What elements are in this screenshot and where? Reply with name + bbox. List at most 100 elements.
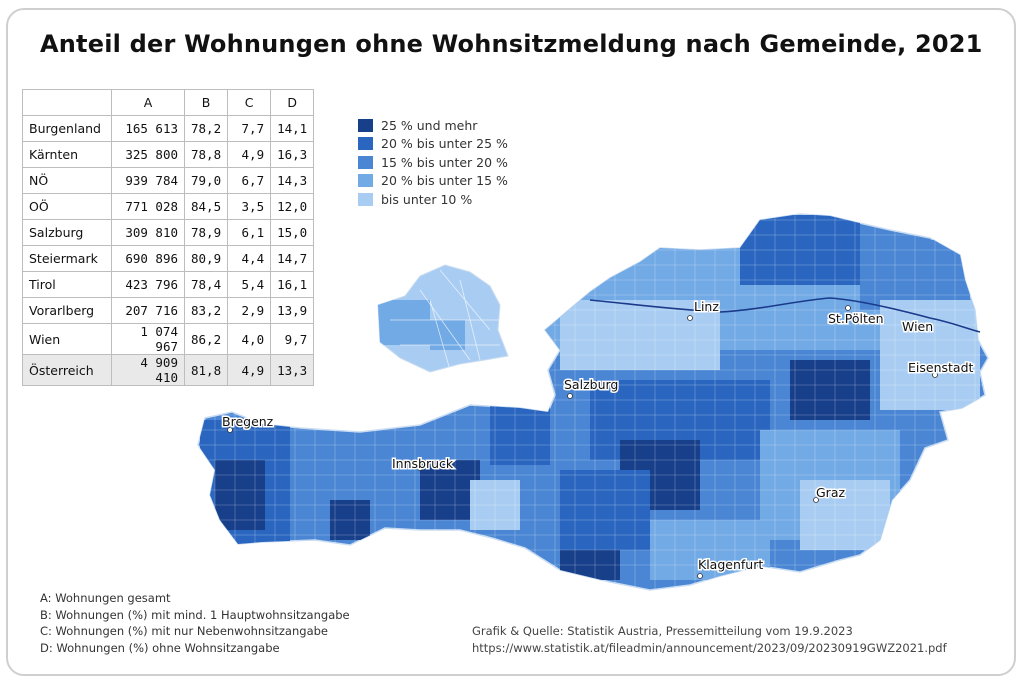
table-row-label: Vorarlberg <box>22 297 112 324</box>
region-patch <box>470 480 520 530</box>
table-cell: 4 909 410 <box>111 354 185 386</box>
legend-swatch <box>358 192 373 206</box>
table-row-label: Salzburg <box>22 219 112 246</box>
city-label-linz: Linz <box>694 299 719 314</box>
legend-swatch <box>358 155 373 169</box>
region-patch <box>290 440 380 500</box>
region-patch <box>860 240 970 310</box>
table-cell: 309 810 <box>111 219 185 246</box>
table-cell: 9,7 <box>270 323 315 355</box>
city-dot <box>845 305 851 311</box>
city-label-salzburg: Salzburg <box>564 377 618 392</box>
legend-label: 15 % bis unter 20 % <box>381 154 508 170</box>
city-dot <box>697 573 703 579</box>
table-cell: 4,9 <box>227 354 272 386</box>
legend-swatch <box>358 137 373 151</box>
region-patch <box>490 405 550 465</box>
note-line: D: Wohnungen (%) ohne Wohnsitzangabe <box>40 640 280 655</box>
table-cell: 14,3 <box>270 167 315 194</box>
city-dot <box>227 427 233 433</box>
city-label-eisenstadt: Eisenstadt <box>908 360 974 375</box>
table-cell: 78,2 <box>183 115 229 142</box>
summary-table: A B C D Burgenland 165 613 78,2 7,7 14,1 Kärn… <box>22 89 315 386</box>
table-cell: 7,7 <box>227 115 272 142</box>
source-url: https://www.statistik.at/fileadmin/annou… <box>472 641 947 655</box>
table-cell: 16,3 <box>270 141 315 168</box>
city-label-klagenfurt: Klagenfurt <box>698 557 763 572</box>
table-cell: 4,9 <box>227 141 272 168</box>
legend-item: 20 % bis unter 25 % <box>358 135 508 154</box>
region-patch <box>560 470 650 550</box>
table-row-label: NÖ <box>22 167 112 194</box>
table-cell: 5,4 <box>227 271 272 298</box>
table-cell: 3,5 <box>227 193 272 220</box>
table-row: Steiermark 690 896 80,9 4,4 14,7 <box>22 245 315 272</box>
legend-item: bis unter 10 % <box>358 190 508 209</box>
table-cell: 771 028 <box>111 193 185 220</box>
vienna-districts <box>378 269 500 371</box>
city-label-bregenz: Bregenz <box>222 414 274 429</box>
legend-item: 20 % bis unter 15 % <box>358 172 508 191</box>
table-cell: 13,9 <box>270 297 315 324</box>
legend-label: 20 % bis unter 15 % <box>381 173 508 189</box>
legend-item: 15 % bis unter 20 % <box>358 153 508 172</box>
city-dot <box>567 393 573 399</box>
city-dot <box>932 372 938 378</box>
region-patch <box>790 360 870 420</box>
legend-label: 20 % bis unter 25 % <box>381 136 508 152</box>
table-cell: 165 613 <box>111 115 185 142</box>
column-notes: A: Wohnungen gesamt B: Wohnungen (%) mit… <box>40 590 350 656</box>
region-patch <box>215 460 265 530</box>
table-header-cell: B <box>183 89 229 116</box>
region-patch <box>560 300 720 370</box>
municipality-patches <box>200 215 980 580</box>
region-patch <box>800 480 890 550</box>
table-row-label: Steiermark <box>22 245 112 272</box>
table-row: Kärnten 325 800 78,8 4,9 16,3 <box>22 141 315 168</box>
map-title: Anteil der Wohnungen ohne Wohnsitzmeldun… <box>40 30 983 58</box>
legend-swatch <box>358 174 373 188</box>
map-legend: 25 % und mehr 20 % bis unter 25 % 15 % b… <box>358 116 508 209</box>
table-row-label: Wien <box>22 323 112 355</box>
table-cell: 80,9 <box>183 245 229 272</box>
table-row: Tirol 423 796 78,4 5,4 16,1 <box>22 271 315 298</box>
table-header-cell <box>22 89 112 116</box>
table-row-label: Österreich <box>22 354 112 386</box>
table-row: Salzburg 309 810 78,9 6,1 15,0 <box>22 219 315 246</box>
table-cell: 939 784 <box>111 167 185 194</box>
source-note: Grafik & Quelle: Statistik Austria, Pres… <box>472 623 947 657</box>
table-cell: 84,5 <box>183 193 229 220</box>
source-line: Grafik & Quelle: Statistik Austria, Pres… <box>472 624 853 638</box>
region-patch <box>330 500 370 540</box>
city-dot <box>417 465 423 471</box>
district-patch <box>378 300 430 345</box>
table-cell: 86,2 <box>183 323 229 355</box>
city-dot <box>813 497 819 503</box>
note-line: A: Wohnungen gesamt <box>40 591 171 605</box>
city-label-graz: Graz <box>816 485 845 500</box>
legend-item: 25 % und mehr <box>358 116 508 135</box>
table-row-label: Burgenland <box>22 115 112 142</box>
legend-label: 25 % und mehr <box>381 117 478 133</box>
table-cell: 81,8 <box>183 354 229 386</box>
table-row: OÖ 771 028 84,5 3,5 12,0 <box>22 193 315 220</box>
table-cell: 13,3 <box>270 354 315 386</box>
table-cell: 4,0 <box>227 323 272 355</box>
table-cell: 16,1 <box>270 271 315 298</box>
note-line: C: Wohnungen (%) mit nur Nebenwohnsitzan… <box>40 624 328 638</box>
table-row: Österreich 4 909 410 81,8 4,9 13,3 <box>22 354 315 386</box>
city-markers <box>227 305 938 579</box>
table-cell: 325 800 <box>111 141 185 168</box>
region-patch <box>740 215 860 285</box>
table-cell: 2,9 <box>227 297 272 324</box>
city-label-st-poelten: St.Pölten <box>828 311 884 326</box>
table-row: Burgenland 165 613 78,2 7,7 14,1 <box>22 115 315 142</box>
table-cell: 1 074 967 <box>111 323 185 355</box>
table-cell: 12,0 <box>270 193 315 220</box>
table-cell: 14,1 <box>270 115 315 142</box>
city-label-wien: Wien <box>902 319 933 334</box>
legend-swatch <box>358 118 373 132</box>
city-dot <box>687 315 693 321</box>
table-cell: 690 896 <box>111 245 185 272</box>
